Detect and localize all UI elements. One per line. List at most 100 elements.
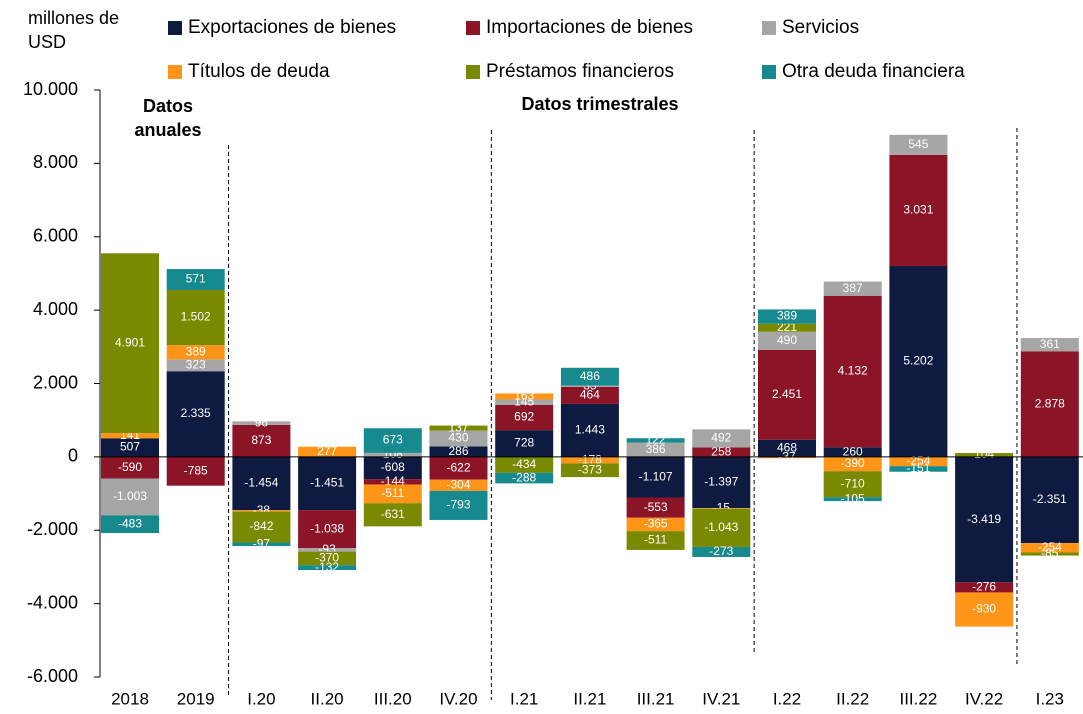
bar-segment [101, 438, 159, 457]
data-label: 1.443 [575, 423, 605, 437]
data-label: -132 [315, 560, 339, 574]
bar-segment [758, 309, 816, 324]
data-label: 507 [120, 440, 140, 454]
bar-segment [692, 447, 751, 457]
legend-swatch [466, 21, 480, 35]
x-tick-label: IV.22 [965, 689, 1003, 708]
y-axis-label: millones de USD [28, 8, 120, 52]
data-label: 5.202 [903, 354, 933, 368]
data-label: -97 [253, 536, 271, 550]
legend-label: Títulos de deuda [188, 61, 330, 82]
legend-label: Servicios [782, 17, 859, 38]
bar-segment [429, 446, 488, 457]
data-label: 104 [974, 447, 994, 461]
data-label: 545 [908, 137, 928, 151]
annotation: Datos trimestrales [521, 94, 679, 114]
data-label: -273 [709, 544, 733, 558]
data-label: -1.107 [639, 469, 673, 483]
y-tick-label: -6.000 [27, 666, 78, 686]
data-label: -511 [381, 486, 404, 500]
x-tick-label: I.22 [773, 689, 801, 708]
data-label: 692 [514, 410, 534, 424]
data-label: -276 [972, 580, 996, 594]
x-tick-label: I.21 [510, 689, 538, 708]
data-label: -622 [446, 460, 470, 474]
bar-segment [166, 456, 225, 486]
legend-label: Importaciones de bienes [486, 17, 693, 38]
bar-segment [363, 452, 422, 457]
x-tick-label: I.20 [247, 689, 275, 708]
bar-segment [692, 429, 751, 448]
data-label: -434 [512, 457, 536, 471]
x-tick-label: II.20 [311, 689, 344, 708]
data-label: -553 [644, 500, 668, 514]
bar-segment [823, 456, 882, 472]
data-label: -3.419 [967, 512, 1001, 526]
data-label: 486 [580, 369, 600, 383]
data-label: 286 [448, 444, 468, 458]
y-tick-label: -4.000 [27, 592, 78, 612]
legend-swatch [762, 65, 776, 79]
bar-segment [560, 403, 619, 457]
bar-segment [298, 510, 357, 549]
x-tick-label: III.20 [374, 689, 412, 708]
data-label: 389 [777, 309, 797, 323]
bar-segment [626, 456, 685, 498]
data-label: -930 [972, 602, 996, 616]
bar-segment [363, 456, 422, 480]
bar-segment [692, 546, 751, 557]
bar-segment [823, 497, 882, 502]
bar-segment [1020, 552, 1079, 556]
data-label: -590 [118, 460, 142, 474]
bar-segment [889, 466, 948, 472]
data-label: -254 [1038, 540, 1062, 554]
data-label: 386 [646, 442, 666, 456]
bar-segment [232, 421, 291, 425]
bar-segment [955, 453, 1014, 457]
data-label: -1.451 [310, 476, 344, 490]
bar-segment [495, 472, 554, 484]
data-label: -1.003 [113, 489, 147, 503]
bar-segment [889, 266, 948, 457]
bar-segment [560, 456, 619, 464]
data-label: 2.451 [772, 387, 802, 401]
bar-segment [232, 510, 291, 512]
legend-swatch [168, 21, 182, 35]
x-tick-label: IV.20 [439, 689, 477, 708]
bar-segment [166, 269, 225, 290]
data-label: -151 [906, 461, 930, 475]
bar-segment [889, 134, 948, 155]
data-label: -785 [184, 463, 208, 477]
bar-segment [823, 447, 882, 457]
bar-segment [1020, 543, 1079, 553]
bar-segment [495, 430, 554, 457]
bar-segment [429, 490, 488, 520]
bar-segment [1020, 351, 1079, 457]
bar-segment [626, 517, 685, 532]
x-tick-label: I.23 [1036, 689, 1064, 708]
y-tick-label: 8.000 [33, 152, 78, 172]
bar-segment [232, 456, 291, 511]
bar-segment [560, 367, 619, 386]
bar-segment [363, 428, 422, 453]
data-label: -373 [578, 462, 602, 476]
data-label: -85 [1041, 546, 1059, 560]
data-label: -511 [644, 533, 667, 547]
data-label: 137 [448, 420, 468, 434]
bar-segment [1020, 456, 1079, 544]
bar-segment [626, 438, 685, 443]
bar-segment [560, 386, 619, 404]
legend-label: Exportaciones de bienes [188, 17, 396, 38]
bar-segment [166, 371, 225, 457]
bar-segment [889, 154, 948, 267]
y-tick-label: 2.000 [33, 372, 78, 392]
data-label: 492 [711, 431, 731, 445]
data-label: 468 [777, 440, 797, 454]
bar-segment [298, 565, 357, 571]
data-label: 1.502 [181, 310, 211, 324]
data-label: -793 [446, 498, 470, 512]
data-label: -1.397 [704, 475, 738, 489]
data-label: 430 [448, 431, 468, 445]
data-label: -1.454 [244, 476, 278, 490]
